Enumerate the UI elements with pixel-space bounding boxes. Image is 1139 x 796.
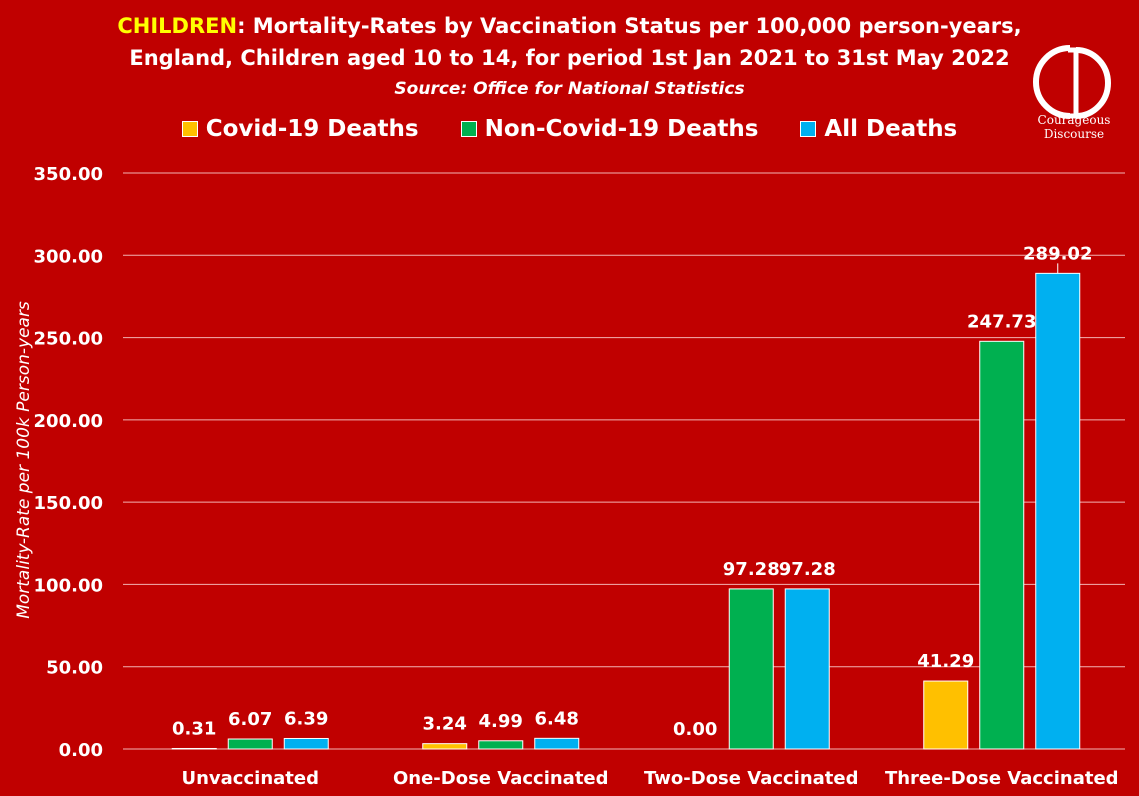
y-tick-label: 200.00 [34, 411, 103, 432]
x-category-label: One-Dose Vaccinated [393, 768, 609, 789]
legend-item-covid: Covid-19 Deaths [181, 116, 419, 142]
data-label: 6.39 [284, 708, 328, 729]
bar [283, 737, 329, 750]
data-label: 0.00 [673, 719, 717, 740]
chart-source: Source: Office for National Statistics [394, 79, 745, 99]
x-category-label: Two-Dose Vaccinated [644, 768, 859, 789]
y-tick-label: 150.00 [34, 493, 103, 514]
x-category-label: Three-Dose Vaccinated [885, 768, 1119, 789]
y-tick-label: 250.00 [34, 329, 103, 350]
title-highlight: CHILDREN [117, 14, 238, 38]
data-label: 289.02 [1023, 243, 1092, 264]
data-label: 247.73 [967, 311, 1036, 332]
logo-text-line-1: Courageous [1037, 113, 1111, 127]
title-line-2: England, Children aged 10 to 14, for per… [129, 46, 1010, 70]
data-label: 4.99 [479, 711, 523, 732]
bar [728, 588, 774, 750]
x-category-label: Unvaccinated [182, 768, 319, 789]
y-tick-label: 350.00 [34, 164, 103, 185]
bar [979, 340, 1025, 750]
y-tick-label: 0.00 [59, 740, 103, 761]
bar [422, 743, 468, 750]
data-label: 97.28 [779, 559, 836, 580]
y-tick-label: 300.00 [34, 246, 103, 267]
y-tick-label: 50.00 [46, 658, 103, 679]
bar [478, 740, 524, 750]
chart-title: CHILDREN: Mortality-Rates by Vaccination… [0, 10, 1139, 74]
data-label: 6.48 [535, 708, 579, 729]
data-label: 41.29 [917, 651, 974, 672]
data-label: 0.31 [172, 718, 216, 739]
data-label: 6.07 [228, 709, 272, 730]
bar [923, 680, 969, 750]
legend-item-non-covid: Non-Covid-19 Deaths [460, 116, 759, 142]
logo-text-line-2: Discourse [1043, 127, 1105, 141]
data-label: 97.28 [723, 559, 780, 580]
data-label: 3.24 [423, 714, 467, 735]
legend-swatch-covid [181, 121, 198, 137]
title-line-1: CHILDREN: Mortality-Rates by Vaccination… [0, 10, 1139, 42]
legend-label-non-covid: Non-Covid-19 Deaths [484, 116, 759, 142]
bar [171, 747, 217, 750]
legend-swatch-all [800, 121, 817, 137]
y-axis-label: Mortality-Rate per 100k Person-years [14, 301, 34, 619]
logo-icon [1033, 45, 1111, 119]
chart-legend: Covid-19 Deaths Non-Covid-19 Deaths All … [0, 116, 1139, 142]
title-line-1-rest: : Mortality-Rates by Vaccination Status … [237, 14, 1022, 38]
bar [534, 737, 580, 750]
legend-item-all: All Deaths [800, 116, 957, 142]
bar [784, 588, 830, 750]
legend-label-all: All Deaths [824, 116, 958, 142]
bar [1035, 272, 1081, 750]
legend-swatch-non-covid [460, 121, 477, 137]
y-tick-label: 100.00 [34, 575, 103, 596]
bar [227, 738, 273, 750]
legend-label-covid: Covid-19 Deaths [205, 116, 419, 142]
